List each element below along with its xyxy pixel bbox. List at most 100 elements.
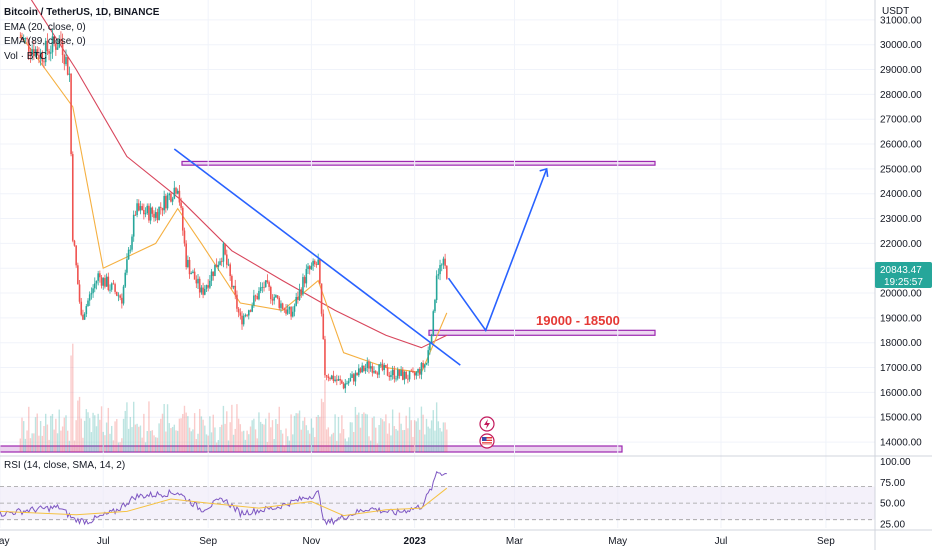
volume-bar [207,435,209,452]
candle-body [102,278,105,286]
volume-bar [204,425,206,452]
volume-bar [307,430,309,452]
candle-body [424,364,426,368]
candle-body [129,249,132,251]
volume-bar [183,405,186,452]
candle-body [21,37,23,40]
volume-bar [227,440,230,452]
volume-bar [131,427,133,452]
candle-body [149,207,152,221]
candle-body [159,206,162,208]
volume-bar [319,416,321,452]
price-tick-label: 31000.00 [880,15,922,26]
legend-ema89[interactable]: EMA (89, close, 0) [4,36,86,47]
candle-body [327,376,330,379]
candle-body [93,283,96,289]
candle-body [393,369,396,379]
candle-body [283,309,286,310]
time-tick-label: May [0,536,9,547]
candle-body [332,375,335,381]
candle-body [364,368,367,371]
volume-bar [170,428,172,452]
volume-bar [163,404,165,452]
candle-body [61,40,64,56]
candle-body [329,378,331,380]
volume-bar [268,412,270,452]
candle-body [300,289,303,295]
candle-body [385,365,387,368]
time-tick-label: Mar [506,536,524,547]
volume-bar [393,426,396,452]
candle-body [49,52,52,54]
volume-bar [383,421,385,452]
volume-bar [19,438,22,452]
candle-body [374,371,377,374]
candle-body [308,266,311,270]
candle-body [361,365,363,373]
drawings-layer[interactable] [173,148,549,366]
volume-bar [363,412,365,452]
candle-body [241,315,243,325]
candle-body [110,283,113,290]
volume-bar [444,422,446,452]
volume-bar [265,418,267,452]
candle-body [417,369,419,373]
candle-body [239,312,242,316]
lightning-icon[interactable] [479,416,495,432]
legend-volume[interactable]: Vol · BTC [4,50,47,62]
volume-bar [97,413,99,452]
volume-bar [146,431,148,452]
volume-bar [224,423,226,452]
candle-body [434,299,436,312]
candle-body [185,243,187,268]
volume-bar [151,430,154,452]
volume-bar [331,434,333,452]
candle-body [144,213,147,215]
candle-body [268,282,270,287]
candle-body [124,272,127,287]
volume-bar [56,433,59,452]
price-tick-label: 26000.00 [880,140,922,151]
candle-body [334,379,336,381]
candle-body [325,375,328,377]
candle-body [285,309,287,314]
candle-body [395,378,397,380]
volume-bar [119,442,121,452]
price-tick-label: 29000.00 [880,65,922,76]
volume-bar [109,433,111,452]
volume-bar [314,437,316,452]
legend-ema20[interactable]: EMA (20, close, 0) [4,21,86,33]
candle-body [356,372,358,376]
candle-body [359,368,362,373]
candle-body [363,365,365,371]
candle-body [278,298,281,308]
volume-bar [55,418,57,452]
volume-bar [281,433,284,452]
volume-bar [26,430,28,452]
candle-body [195,279,198,284]
volume-bar [31,433,33,452]
candle-body [412,371,414,373]
legend-symbol[interactable]: Bitcoin / TetherUS, 1D, BINANCE [4,7,160,18]
volume-bar [168,423,170,452]
candle-body [312,260,314,266]
candle-body [188,259,191,275]
volume-bar [380,418,382,452]
volume-bar [378,424,380,452]
volume-bar [178,418,181,452]
candle-body [410,371,413,372]
candle-body [269,286,272,300]
volume-bar [185,412,187,452]
candle-body [214,264,216,277]
candle-body [126,259,128,273]
volume-bar [155,437,157,452]
candle-body [305,268,308,284]
candle-body [148,205,150,221]
time-tick-label: Jul [97,536,110,547]
price-tick-label: 16000.00 [880,388,922,399]
candle-body [439,265,441,275]
volume-bar [334,414,336,452]
volume-bar [386,433,389,452]
us-flag-icon[interactable] [479,433,495,449]
